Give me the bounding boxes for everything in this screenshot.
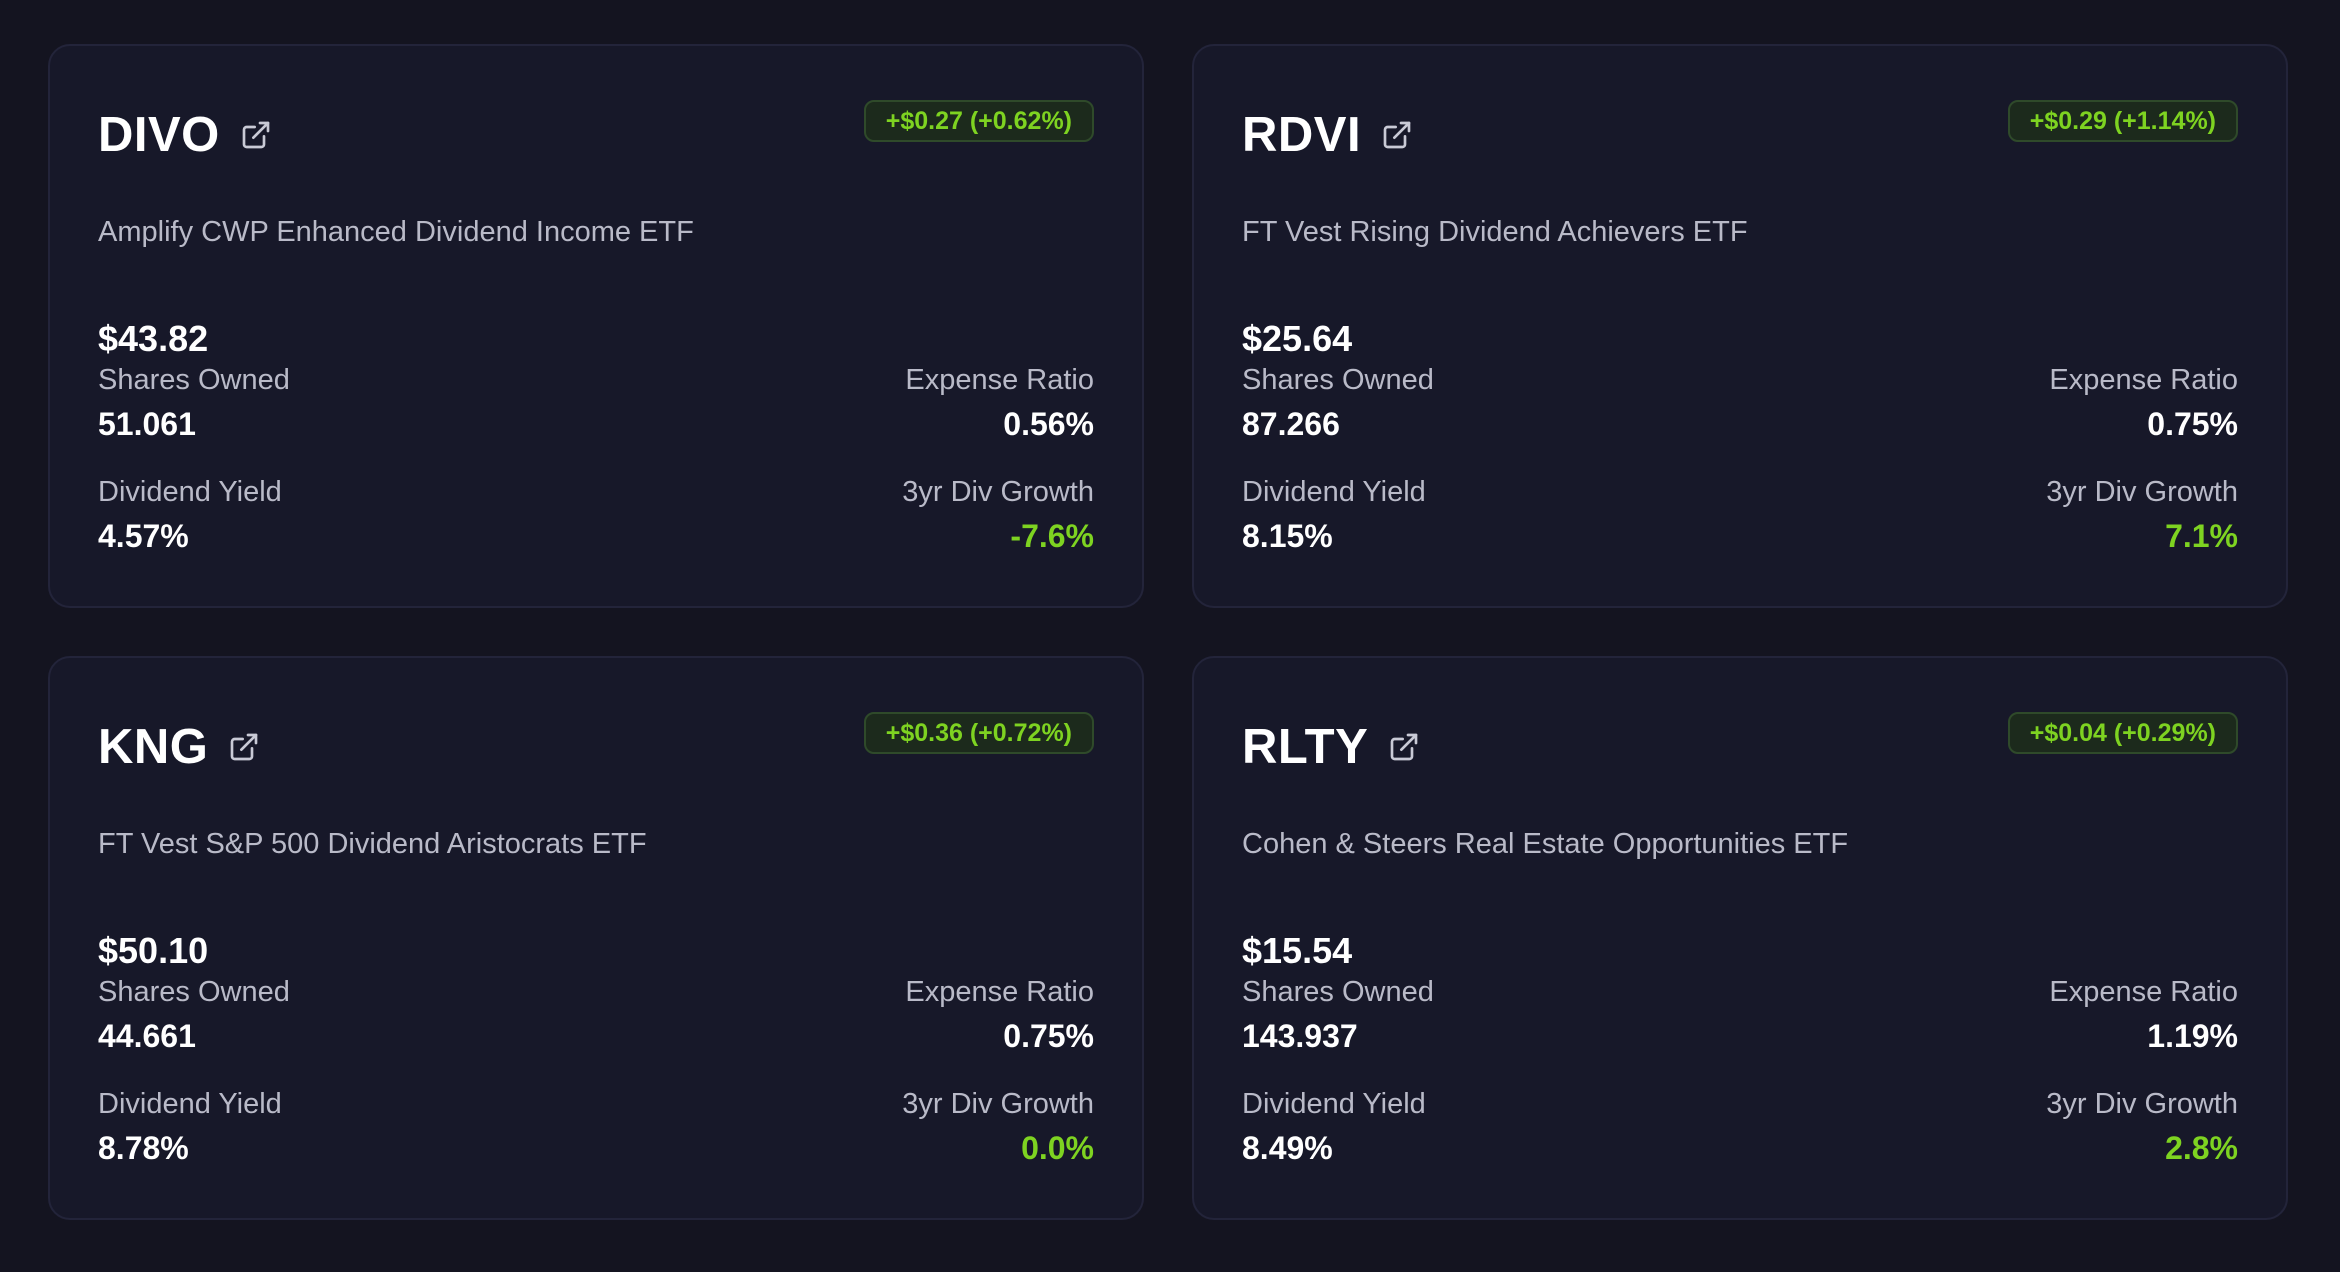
price: $50.10 (98, 930, 209, 971)
stat-label: Expense Ratio (905, 976, 1094, 1008)
expense-ratio-stat: Expense Ratio 0.56% (905, 360, 1094, 446)
stat-value: 0.75% (1003, 1018, 1094, 1054)
stat-value: 7.1% (2165, 518, 2238, 554)
stat-label: Dividend Yield (1242, 476, 1426, 508)
stat-label: 3yr Div Growth (2046, 1088, 2238, 1120)
shares-owned-stat: Shares Owned 51.061 (98, 360, 290, 446)
external-link-icon[interactable] (240, 119, 272, 151)
expense-ratio-stat: Expense Ratio 0.75% (2049, 360, 2238, 446)
fund-name: FT Vest Rising Dividend Achievers ETF (1242, 216, 1748, 248)
stat-label: Dividend Yield (98, 476, 282, 508)
price: $25.64 (1242, 318, 1353, 359)
stat-label: Shares Owned (98, 364, 290, 396)
ticker-symbol: KNG (98, 720, 209, 774)
stat-label: Expense Ratio (2049, 976, 2238, 1008)
etf-card-grid: DIVO +$0.27 (+0.62%) Amplify CWP Enhance… (48, 44, 2288, 1220)
card-header: KNG +$0.36 (+0.72%) (98, 712, 1094, 782)
dividend-yield-stat: Dividend Yield 4.57% (98, 472, 282, 558)
stat-value: 143.937 (1242, 1018, 1358, 1054)
external-link-icon[interactable] (228, 731, 260, 763)
etf-card-kng: KNG +$0.36 (+0.72%) FT Vest S&P 500 Divi… (48, 656, 1144, 1220)
stat-label: 3yr Div Growth (902, 476, 1094, 508)
ticker-group: RDVI (1242, 100, 1413, 170)
etf-card-rlty: RLTY +$0.04 (+0.29%) Cohen & Steers Real… (1192, 656, 2288, 1220)
card-header: RDVI +$0.29 (+1.14%) (1242, 100, 2238, 170)
card-header: DIVO +$0.27 (+0.62%) (98, 100, 1094, 170)
stat-label: 3yr Div Growth (902, 1088, 1094, 1120)
dividend-yield-stat: Dividend Yield 8.78% (98, 1084, 282, 1170)
stat-value: 0.75% (2147, 406, 2238, 442)
ticker-group: KNG (98, 712, 260, 782)
ticker-symbol: RLTY (1242, 720, 1369, 774)
stat-value: 0.56% (1003, 406, 1094, 442)
stat-label: Dividend Yield (98, 1088, 282, 1120)
card-header: RLTY +$0.04 (+0.29%) (1242, 712, 2238, 782)
stat-value: 8.78% (98, 1130, 189, 1166)
div-growth-stat: 3yr Div Growth 0.0% (902, 1084, 1094, 1170)
external-link-icon[interactable] (1388, 731, 1420, 763)
stat-value: 8.49% (1242, 1130, 1333, 1166)
price-change-badge: +$0.36 (+0.72%) (863, 712, 1094, 754)
fund-name: FT Vest S&P 500 Dividend Aristocrats ETF (98, 828, 647, 860)
stat-label: Shares Owned (1242, 976, 1434, 1008)
stat-value: 4.57% (98, 518, 189, 554)
stat-value: 51.061 (98, 406, 196, 442)
fund-name: Amplify CWP Enhanced Dividend Income ETF (98, 216, 694, 248)
shares-owned-stat: Shares Owned 87.266 (1242, 360, 1434, 446)
dividend-yield-stat: Dividend Yield 8.49% (1242, 1084, 1426, 1170)
etf-card-rdvi: RDVI +$0.29 (+1.14%) FT Vest Rising Divi… (1192, 44, 2288, 608)
stat-value: -7.6% (1010, 518, 1094, 554)
price: $15.54 (1242, 930, 1353, 971)
price-change-badge: +$0.27 (+0.62%) (863, 100, 1094, 142)
external-link-icon[interactable] (1381, 119, 1413, 151)
stat-label: 3yr Div Growth (2046, 476, 2238, 508)
shares-owned-stat: Shares Owned 143.937 (1242, 972, 1434, 1058)
stat-value: 1.19% (2147, 1018, 2238, 1054)
etf-card-divo: DIVO +$0.27 (+0.62%) Amplify CWP Enhance… (48, 44, 1144, 608)
price-change-badge: +$0.04 (+0.29%) (2007, 712, 2238, 754)
stat-label: Expense Ratio (2049, 364, 2238, 396)
div-growth-stat: 3yr Div Growth -7.6% (902, 472, 1094, 558)
shares-owned-stat: Shares Owned 44.661 (98, 972, 290, 1058)
ticker-group: DIVO (98, 100, 272, 170)
ticker-symbol: RDVI (1242, 108, 1362, 162)
stat-value: 87.266 (1242, 406, 1340, 442)
div-growth-stat: 3yr Div Growth 2.8% (2046, 1084, 2238, 1170)
price: $43.82 (98, 318, 209, 359)
ticker-group: RLTY (1242, 712, 1420, 782)
price-change-badge: +$0.29 (+1.14%) (2007, 100, 2238, 142)
dividend-yield-stat: Dividend Yield 8.15% (1242, 472, 1426, 558)
stat-value: 8.15% (1242, 518, 1333, 554)
expense-ratio-stat: Expense Ratio 1.19% (2049, 972, 2238, 1058)
fund-name: Cohen & Steers Real Estate Opportunities… (1242, 828, 1849, 860)
stat-label: Dividend Yield (1242, 1088, 1426, 1120)
stat-value: 2.8% (2165, 1130, 2238, 1166)
stat-label: Expense Ratio (905, 364, 1094, 396)
stat-label: Shares Owned (98, 976, 290, 1008)
stat-value: 44.661 (98, 1018, 196, 1054)
stat-value: 0.0% (1021, 1130, 1094, 1166)
ticker-symbol: DIVO (98, 108, 220, 162)
expense-ratio-stat: Expense Ratio 0.75% (905, 972, 1094, 1058)
div-growth-stat: 3yr Div Growth 7.1% (2046, 472, 2238, 558)
stat-label: Shares Owned (1242, 364, 1434, 396)
